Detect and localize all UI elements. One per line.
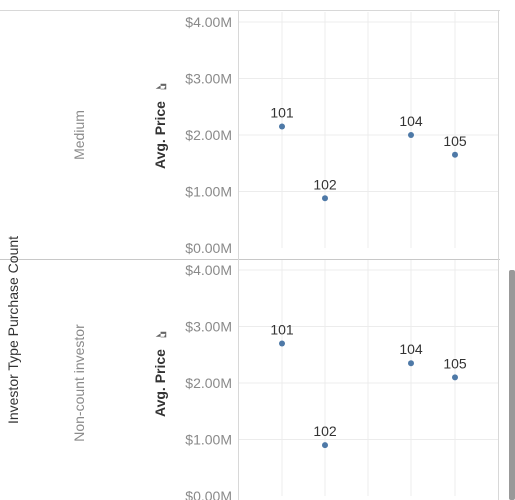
y-tick-label: $3.00M (185, 319, 232, 335)
data-point[interactable] (452, 151, 458, 158)
data-point[interactable] (322, 195, 328, 202)
y-axis-title: Avg. Price (152, 349, 168, 417)
data-point[interactable] (279, 340, 285, 347)
y-tick-label: $0.00M (185, 488, 232, 500)
y-tick-label: $1.00M (185, 432, 232, 448)
pin-icon[interactable] (155, 329, 169, 342)
pin-icon[interactable] (155, 81, 169, 94)
y-tick-label: $4.00M (185, 262, 232, 278)
data-point[interactable] (322, 442, 328, 449)
panel-label: Non-count investor (71, 324, 87, 442)
data-point[interactable] (408, 360, 414, 367)
data-label: 102 (313, 423, 337, 439)
y-tick-label: $0.00M (185, 240, 232, 256)
data-label: 101 (270, 105, 294, 121)
y-tick-label: $2.00M (185, 127, 232, 143)
panel-label: Medium (71, 110, 87, 160)
y-tick-label: $4.00M (185, 14, 232, 30)
y-axis-title: Avg. Price (152, 101, 168, 169)
data-label: 102 (313, 176, 337, 192)
data-label: 101 (270, 321, 294, 337)
y-tick-label: $1.00M (185, 184, 232, 200)
y-tick-label: $3.00M (185, 71, 232, 87)
outer-axis-label: Investor Type Purchase Count (5, 236, 21, 424)
data-point[interactable] (408, 132, 414, 138)
data-point[interactable] (452, 374, 458, 381)
scrollbar-thumb[interactable] (509, 270, 515, 500)
data-label: 104 (399, 113, 423, 129)
data-label: 104 (399, 341, 423, 357)
y-tick-label: $2.00M (185, 375, 232, 391)
data-point[interactable] (279, 123, 285, 130)
data-label: 105 (443, 355, 467, 371)
data-label: 105 (443, 133, 467, 149)
